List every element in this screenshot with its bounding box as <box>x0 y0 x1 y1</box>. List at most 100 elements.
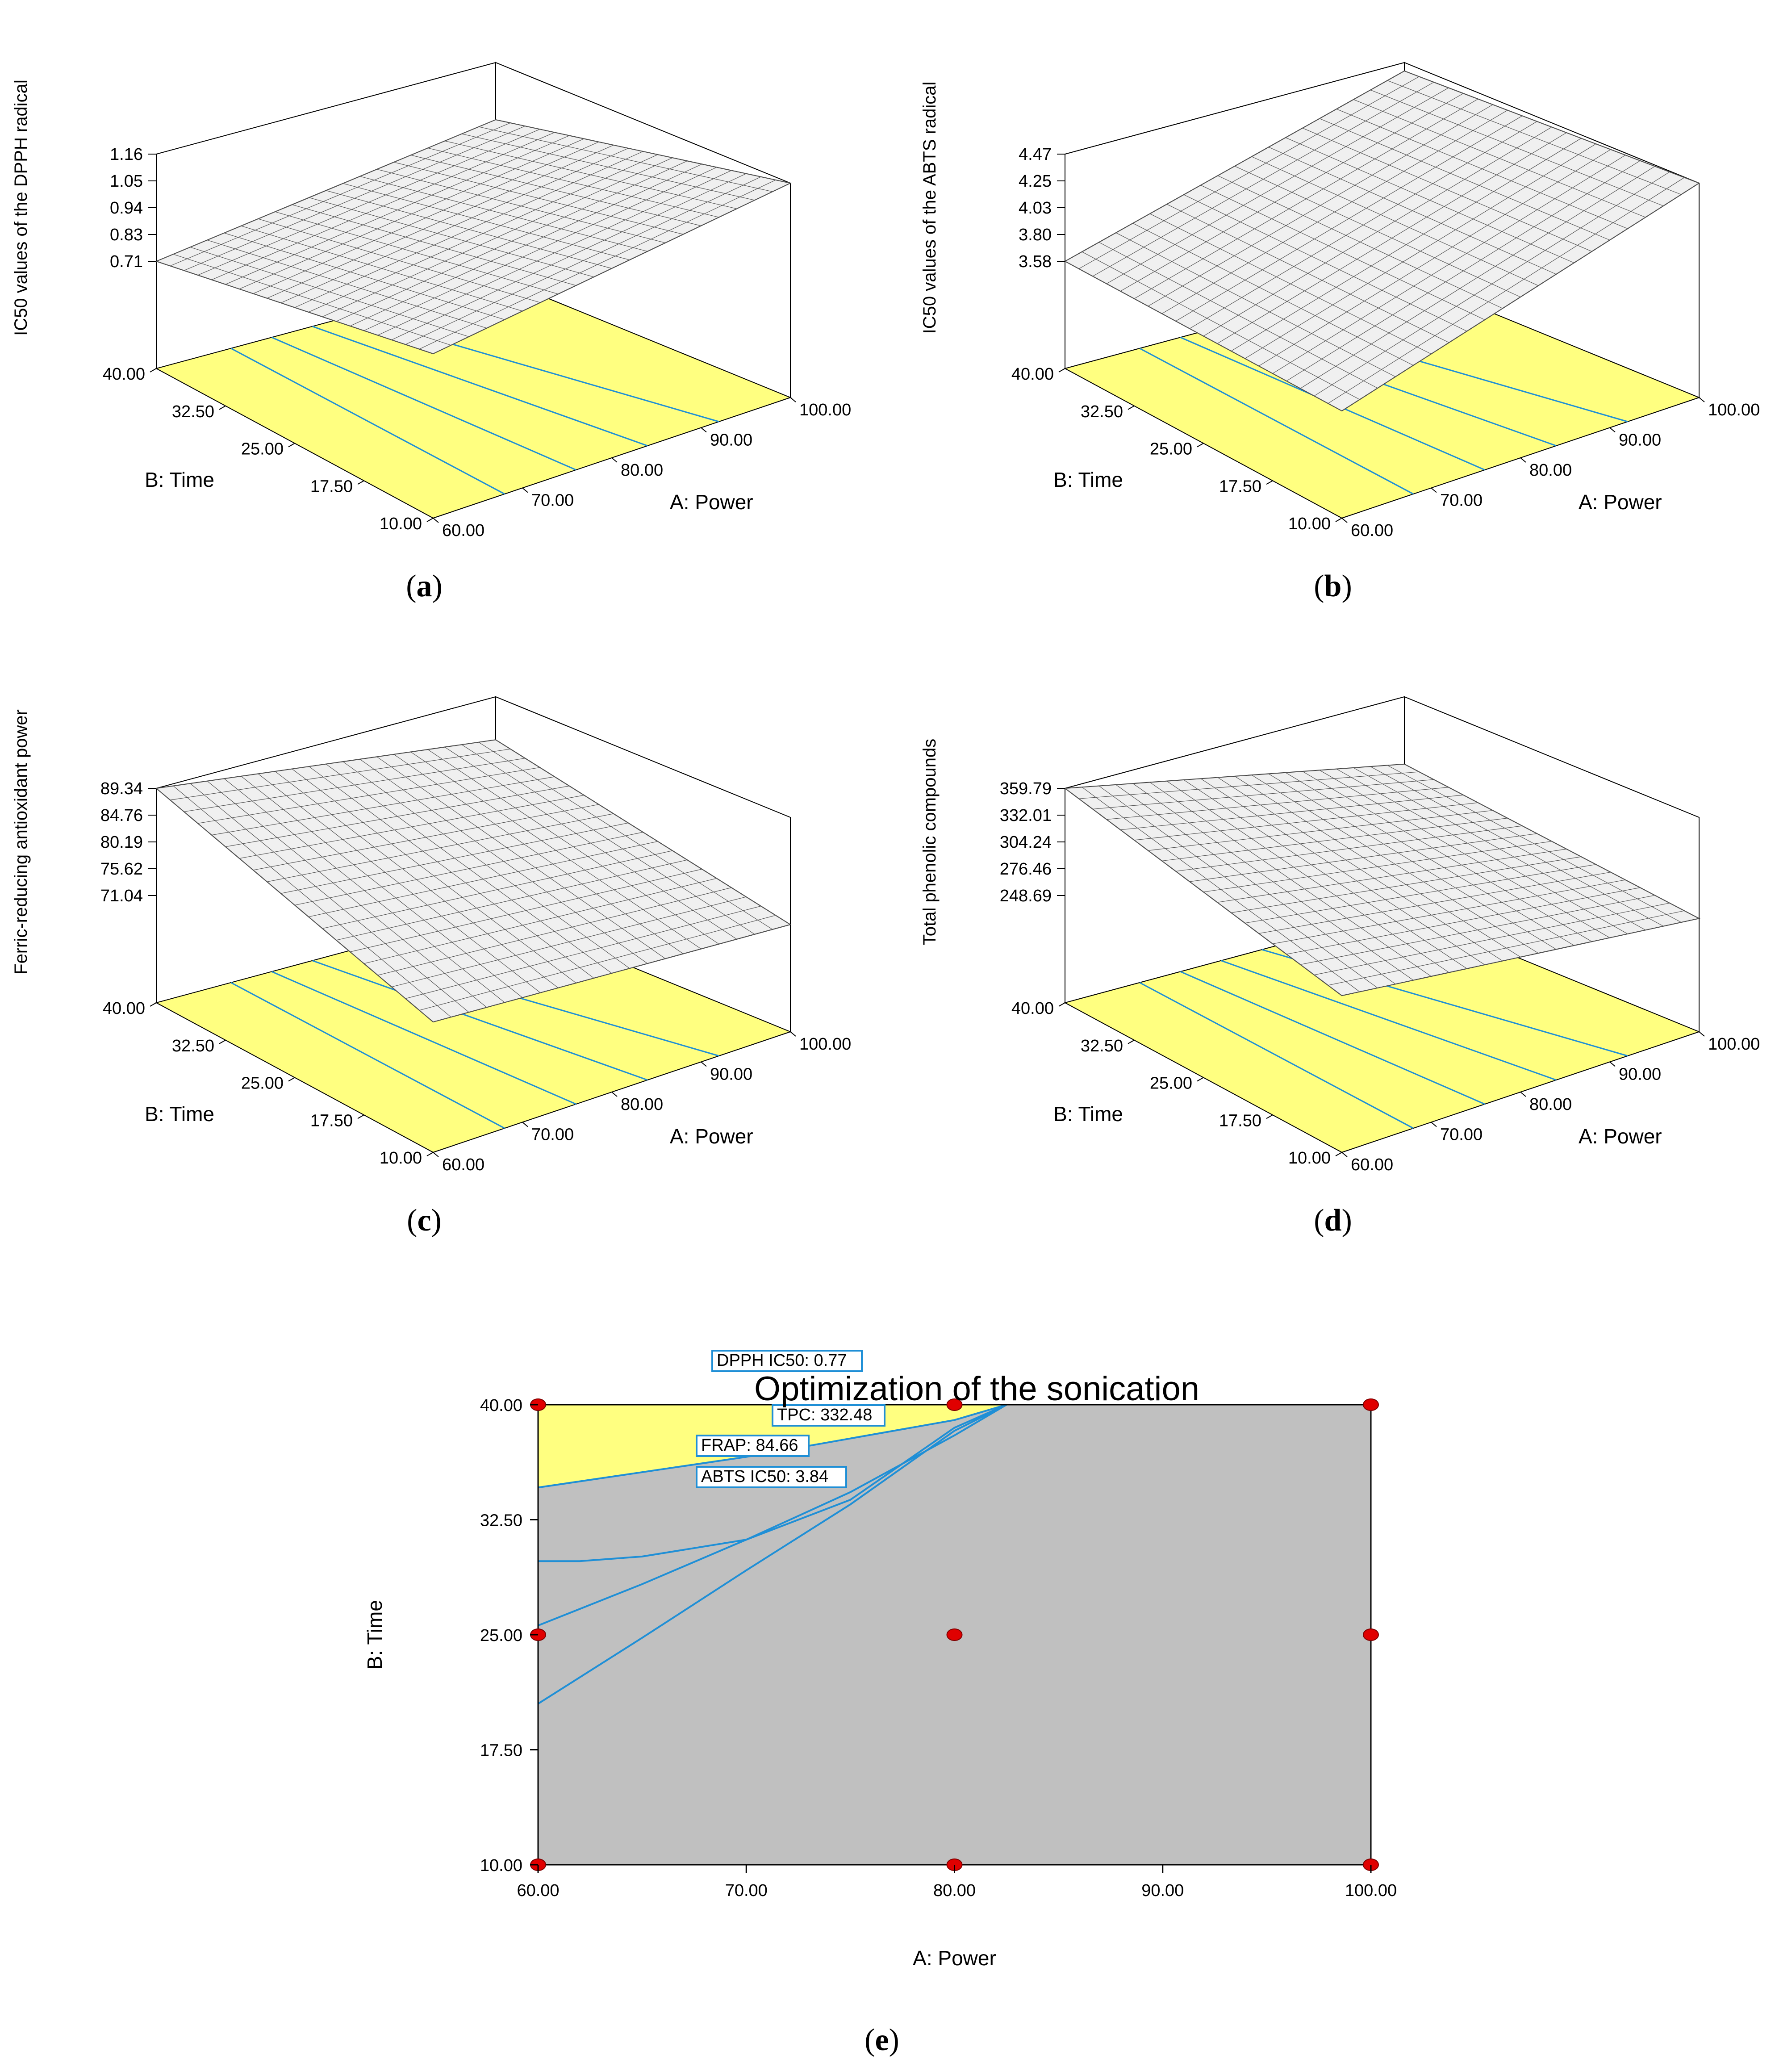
y-tick-label-d: 25.00 <box>1150 1074 1192 1093</box>
x-tick-label-b: 60.00 <box>1351 521 1393 540</box>
x-tick-d <box>1520 1092 1526 1097</box>
panel-label-b: (b) <box>1314 569 1352 603</box>
y-tick-c <box>288 1077 295 1082</box>
surface-gridline-a <box>267 145 614 299</box>
surface-gridline-b <box>1106 88 1449 284</box>
surface-gridline-a <box>197 129 540 276</box>
surface-a <box>155 119 792 355</box>
y-tick-label-b: 40.00 <box>1011 365 1054 384</box>
panel-label-d: (d) <box>1314 1203 1352 1238</box>
x-tick-label-e: 90.00 <box>1141 1881 1184 1900</box>
y-tick-a <box>426 518 434 522</box>
z-tick-label-b: 3.80 <box>1019 226 1052 244</box>
surface-gridline-a <box>495 119 791 184</box>
x-tick-c <box>611 1092 618 1097</box>
z-axis-title-a: IC50 values of the DPPH radical <box>11 80 31 336</box>
x-tick-label-c: 90.00 <box>710 1065 752 1084</box>
contour-label: ABTS IC50: 3.84 <box>701 1467 828 1486</box>
surface-gridline-b <box>1161 110 1508 314</box>
floor-contour-d <box>1139 982 1414 1129</box>
y-tick-d <box>1058 1002 1065 1007</box>
panel-label-b-letter: b <box>1324 569 1342 603</box>
x-tick-label-b: 100.00 <box>1708 401 1760 419</box>
surface-gridline-c <box>253 804 599 871</box>
surface-gridline-a <box>461 134 755 201</box>
floor-contour-c <box>230 982 505 1129</box>
y-tick-label-d: 32.50 <box>1081 1037 1123 1055</box>
y-axis-title-b: B: Time <box>1053 468 1123 491</box>
panel-c: 89.34 84.76 80.19 75.62 71.04 Ferric-reducing… <box>11 696 851 1174</box>
x-tick-label-e: 70.00 <box>725 1881 768 1900</box>
surface-gridline-b <box>1319 118 1610 241</box>
z-tick-label-c: 80.19 <box>100 833 143 852</box>
y-tick-label-e: 32.50 <box>480 1511 522 1530</box>
surface-gridline-b <box>1203 126 1552 337</box>
contour-line <box>537 1404 1007 1705</box>
floor-contour-a <box>312 326 648 447</box>
surface-gridline-d <box>1302 771 1592 942</box>
surface-gridline-a <box>359 176 648 252</box>
y-axis-title-e: B: Time <box>363 1600 386 1670</box>
surface-gridline-b <box>1078 76 1420 269</box>
floor-contour-b <box>1139 347 1414 495</box>
contour-label-box <box>696 1466 847 1488</box>
y-axis-title-d: B: Time <box>1053 1102 1123 1126</box>
contour-label-box <box>711 1350 863 1372</box>
y-tick-c <box>426 1152 434 1156</box>
contour-label-box <box>696 1435 810 1457</box>
surface-gridline-a <box>444 140 737 209</box>
y-tick-a <box>150 368 157 373</box>
surface-gridline-c <box>444 747 737 940</box>
z-tick-label-d: 304.24 <box>1000 833 1052 852</box>
x-tick-label-c: 60.00 <box>442 1155 484 1174</box>
panel-e: DPPH IC50: 0.77 TPC: 332.48 FRAP: 84.66 ABT… <box>363 1350 1397 1970</box>
x-tick-label-a: 60.00 <box>442 521 484 540</box>
surface-gridline-b <box>1268 147 1557 275</box>
surface-gridline-c <box>267 813 614 882</box>
surface-gridline-c <box>294 832 643 906</box>
surface-gridline-a <box>376 169 666 243</box>
y-tick-label-a: 10.00 <box>380 515 422 533</box>
y-tick-b <box>1266 480 1273 485</box>
z-axis-title-b: IC50 values of the ABTS radical <box>920 82 940 334</box>
surface-gridline-c <box>495 739 791 925</box>
x-tick-b <box>1520 457 1526 463</box>
x-tick-label-d: 80.00 <box>1529 1095 1572 1114</box>
surface-gridline-c <box>156 739 496 789</box>
x-tick-b <box>1699 397 1705 402</box>
x-tick-c <box>701 1061 707 1067</box>
surface-gridline-d <box>1065 764 1405 789</box>
panel-label-c-letter: c <box>417 1203 431 1238</box>
z-tick-label-a: 0.71 <box>110 252 143 271</box>
z-tick-label-a: 1.16 <box>110 145 143 164</box>
x-tick-label-d: 70.00 <box>1440 1126 1483 1144</box>
x-tick-label-b: 90.00 <box>1619 431 1661 450</box>
surface-gridline-a <box>184 126 526 271</box>
z-tick-label-b: 4.03 <box>1019 199 1052 218</box>
z-tick-label-c: 75.62 <box>100 860 143 879</box>
x-tick-a <box>611 457 618 463</box>
surface-gridline-d <box>1148 810 1493 851</box>
y-tick-label-d: 40.00 <box>1011 999 1054 1018</box>
panel-label-a-letter: a <box>417 569 432 603</box>
surface-gridline-d <box>1370 766 1664 927</box>
surface-gridline-b <box>1251 156 1539 286</box>
surface-gridline-b <box>1134 99 1478 299</box>
z-tick-label-a: 0.83 <box>110 226 143 244</box>
z-tick-label-b: 4.47 <box>1019 145 1052 164</box>
z-axis-title-c: Ferric-reducing antioxidant power <box>11 709 31 975</box>
x-axis-title-d: A: Power <box>1579 1125 1662 1148</box>
surface-gridline-c <box>211 776 555 836</box>
surface-gridline-b <box>1148 104 1493 307</box>
surface-gridline-d <box>1336 769 1628 934</box>
surface-gridline-b <box>1120 93 1464 292</box>
x-tick-d <box>1609 1061 1616 1067</box>
x-tick-a <box>790 397 796 402</box>
floor-contour-c <box>271 971 576 1105</box>
surface-gridline-b <box>1285 137 1575 264</box>
x-tick-label-e: 80.00 <box>933 1881 976 1900</box>
y-tick-label-a: 40.00 <box>103 365 145 384</box>
surface-gridline-b <box>1336 109 1628 229</box>
x-tick-label-e: 60.00 <box>517 1881 559 1900</box>
